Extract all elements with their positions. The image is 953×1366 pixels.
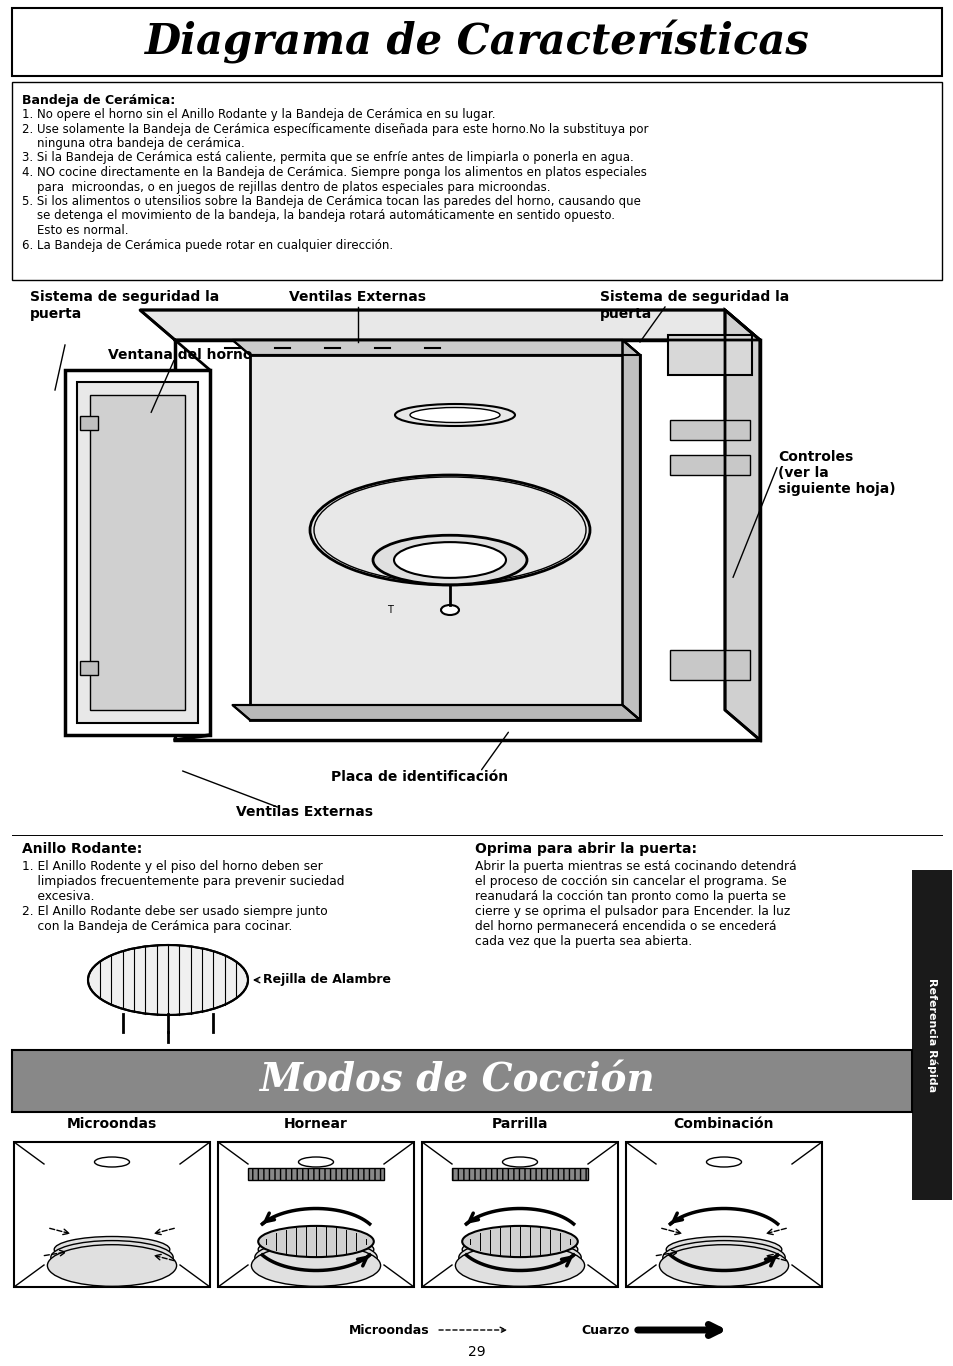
Ellipse shape [394, 542, 505, 578]
Ellipse shape [373, 535, 526, 585]
Bar [80, 417, 98, 430]
Polygon shape [140, 310, 760, 340]
Text: Referencia Rápida: Referencia Rápida [925, 978, 936, 1091]
Text: para  microondas, o en juegos de rejillas dentro de platos especiales para micro: para microondas, o en juegos de rejillas… [22, 180, 550, 194]
Text: Modos de Cocción: Modos de Cocción [259, 1061, 654, 1100]
Bar [12, 82, 941, 280]
Text: Ventana del horno: Ventana del horno [108, 348, 253, 362]
Text: Placa de identificación: Placa de identificación [331, 770, 508, 784]
Ellipse shape [461, 1236, 578, 1262]
Bar [667, 335, 751, 376]
Ellipse shape [258, 1236, 374, 1262]
Text: Bandeja de Cerámica:: Bandeja de Cerámica: [22, 94, 175, 107]
Text: Ventilas Externas: Ventilas Externas [236, 805, 374, 820]
Bar [90, 395, 185, 710]
Bar [12, 8, 941, 76]
Bar [250, 355, 639, 720]
Ellipse shape [662, 1240, 784, 1274]
Polygon shape [622, 340, 639, 720]
Text: Combinación: Combinación [673, 1117, 774, 1131]
Bar [77, 382, 198, 723]
Text: Sistema de seguridad la: Sistema de seguridad la [599, 290, 788, 305]
Bar [669, 419, 749, 440]
Ellipse shape [298, 1157, 334, 1167]
Text: 2. Use solamente la Bandeja de Cerámica específicamente diseñada para este horno: 2. Use solamente la Bandeja de Cerámica … [22, 123, 648, 135]
Bar [911, 870, 951, 1199]
Polygon shape [724, 310, 760, 740]
Text: Abrir la puerta mientras se está cocinando detendrá: Abrir la puerta mientras se está cocinan… [475, 861, 796, 873]
Text: 2. El Anillo Rodante debe ser usado siempre junto: 2. El Anillo Rodante debe ser usado siem… [22, 906, 328, 918]
Text: Oprima para abrir la puerta:: Oprima para abrir la puerta: [475, 841, 697, 856]
Text: puerta: puerta [599, 307, 652, 321]
Text: Sistema de seguridad la: Sistema de seguridad la [30, 290, 219, 305]
Ellipse shape [410, 407, 499, 422]
Bar [14, 1142, 210, 1287]
Bar [669, 650, 749, 680]
Ellipse shape [706, 1157, 740, 1167]
Text: 6. La Bandeja de Cerámica puede rotar en cualquier dirección.: 6. La Bandeja de Cerámica puede rotar en… [22, 239, 393, 251]
Text: excesiva.: excesiva. [22, 891, 94, 903]
Text: del horno permanecerá encendida o se encederá: del horno permanecerá encendida o se enc… [475, 919, 776, 933]
Ellipse shape [659, 1244, 788, 1287]
Ellipse shape [665, 1236, 781, 1262]
Text: 29: 29 [468, 1346, 485, 1359]
Ellipse shape [254, 1240, 376, 1274]
Bar [80, 661, 98, 675]
Text: Diagrama de Características: Diagrama de Características [145, 20, 808, 64]
Ellipse shape [458, 1240, 580, 1274]
Bar [65, 370, 210, 735]
Bar [669, 455, 749, 475]
Ellipse shape [252, 1244, 380, 1287]
Text: puerta: puerta [30, 307, 82, 321]
Bar [421, 1142, 618, 1287]
Bar [174, 340, 760, 740]
Text: T: T [387, 605, 393, 615]
Text: Hornear: Hornear [284, 1117, 348, 1131]
Ellipse shape [94, 1157, 130, 1167]
Text: Esto es normal.: Esto es normal. [22, 224, 129, 236]
Bar [248, 1168, 384, 1180]
Text: 5. Si los alimentos o utensilios sobre la Bandeja de Cerámica tocan las paredes : 5. Si los alimentos o utensilios sobre l… [22, 195, 640, 208]
Bar [625, 1142, 821, 1287]
Bar [452, 1168, 587, 1180]
Text: limpiados frecuentemente para prevenir suciedad: limpiados frecuentemente para prevenir s… [22, 876, 344, 888]
Text: Controles
(ver la
siguiente hoja): Controles (ver la siguiente hoja) [778, 449, 895, 496]
Ellipse shape [502, 1157, 537, 1167]
Text: cierre y se oprima el pulsador para Encender. la luz: cierre y se oprima el pulsador para Ence… [475, 906, 789, 918]
Text: Microondas: Microondas [67, 1117, 157, 1131]
Text: 1. No opere el horno sin el Anillo Rodante y la Bandeja de Cerámica en su lugar.: 1. No opere el horno sin el Anillo Rodan… [22, 108, 495, 122]
Ellipse shape [258, 1225, 374, 1257]
Polygon shape [233, 705, 639, 720]
Text: Microondas: Microondas [349, 1324, 430, 1336]
Text: 4. NO cocine directamente en la Bandeja de Cerámica. Siempre ponga los alimentos: 4. NO cocine directamente en la Bandeja … [22, 167, 646, 179]
Text: se detenga el movimiento de la bandeja, la bandeja rotará automáticamente en sen: se detenga el movimiento de la bandeja, … [22, 209, 615, 223]
Text: con la Bandeja de Cerámica para cocinar.: con la Bandeja de Cerámica para cocinar. [22, 919, 292, 933]
Ellipse shape [48, 1244, 176, 1287]
Bar [12, 1050, 911, 1112]
Ellipse shape [54, 1236, 170, 1262]
Bar [218, 1142, 414, 1287]
Text: Anillo Rodante:: Anillo Rodante: [22, 841, 142, 856]
Ellipse shape [455, 1244, 584, 1287]
Text: Ventilas Externas: Ventilas Externas [289, 290, 426, 305]
Text: ninguna otra bandeja de cerámica.: ninguna otra bandeja de cerámica. [22, 137, 245, 150]
Text: 1. El Anillo Rodente y el piso del horno deben ser: 1. El Anillo Rodente y el piso del horno… [22, 861, 322, 873]
Ellipse shape [461, 1225, 578, 1257]
Text: reanudará la cocción tan pronto como la puerta se: reanudará la cocción tan pronto como la … [475, 891, 785, 903]
Text: 3. Si la Bandeja de Cerámica está caliente, permita que se enfríe antes de limpi: 3. Si la Bandeja de Cerámica está calien… [22, 152, 633, 164]
Text: el proceso de cocción sin cancelar el programa. Se: el proceso de cocción sin cancelar el pr… [475, 876, 786, 888]
Text: Cuarzo: Cuarzo [581, 1324, 629, 1336]
Polygon shape [233, 340, 639, 355]
Text: Parrilla: Parrilla [491, 1117, 548, 1131]
Ellipse shape [51, 1240, 173, 1274]
Ellipse shape [88, 945, 248, 1015]
Ellipse shape [440, 605, 458, 615]
Text: Rejilla de Alambre: Rejilla de Alambre [263, 974, 391, 986]
Text: cada vez que la puerta sea abierta.: cada vez que la puerta sea abierta. [475, 934, 692, 948]
